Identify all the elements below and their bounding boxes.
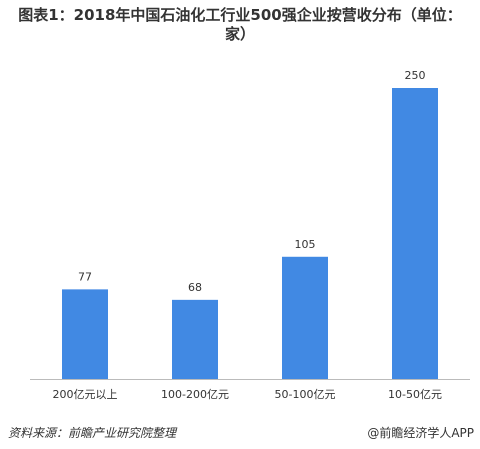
x-tick-label: 50-100亿元 [275, 388, 336, 401]
bar [62, 289, 108, 379]
chart-title: 图表1：2018年中国石油化工行业500强企业按营收分布（单位：家） [18, 6, 462, 43]
value-label: 250 [405, 69, 426, 82]
bar [172, 299, 218, 379]
value-label: 77 [78, 270, 92, 283]
credit: @前瞻经济学人APP [367, 426, 474, 440]
x-tick-label: 10-50亿元 [388, 388, 442, 401]
value-label: 105 [295, 238, 316, 251]
bar [282, 256, 328, 379]
x-tick-label: 200亿元以上 [53, 388, 118, 401]
x-tick-label: 100-200亿元 [161, 388, 229, 401]
source-note: 资料来源：前瞻产业研究院整理 [8, 426, 177, 440]
value-label: 68 [188, 281, 202, 294]
bar [392, 88, 438, 379]
